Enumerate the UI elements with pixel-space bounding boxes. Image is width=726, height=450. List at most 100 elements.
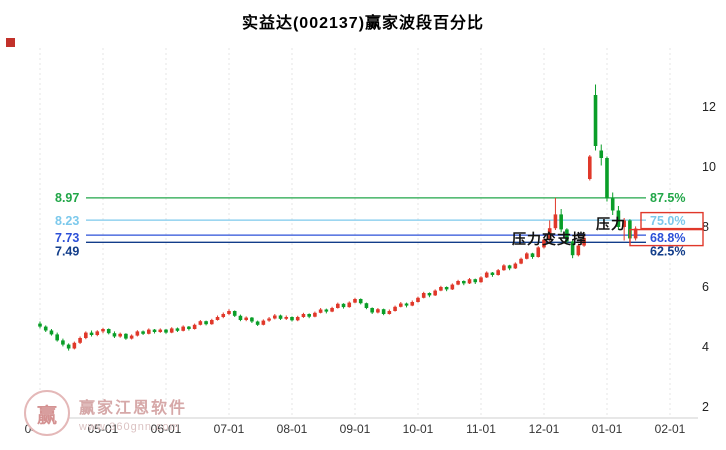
watermark-url: www.360gnn.com bbox=[79, 420, 180, 433]
candle-body bbox=[347, 302, 352, 308]
candle-body bbox=[484, 272, 489, 278]
candle-body bbox=[198, 321, 203, 325]
level-price-label: 8.97 bbox=[55, 191, 79, 205]
candle-body bbox=[330, 308, 334, 312]
candle-body bbox=[364, 303, 369, 308]
x-axis-tick-label: 10-01 bbox=[403, 422, 434, 436]
candle-body bbox=[421, 293, 426, 298]
y-axis-tick-label: 2 bbox=[702, 400, 709, 414]
candle-body bbox=[542, 239, 546, 248]
candle-body bbox=[439, 287, 443, 291]
candle-body bbox=[565, 229, 569, 242]
candle-body bbox=[89, 332, 94, 335]
level-percent-label: 87.5% bbox=[650, 191, 685, 205]
resistance-alert-box bbox=[640, 211, 704, 230]
candle-body bbox=[427, 293, 432, 296]
candle-body bbox=[387, 311, 392, 314]
candle-body bbox=[250, 317, 254, 322]
candle-body bbox=[519, 258, 523, 264]
candle-body bbox=[473, 279, 478, 283]
brand-logo-glyph: 赢 bbox=[37, 404, 57, 427]
candle-body bbox=[204, 321, 208, 325]
candle-body bbox=[404, 303, 409, 306]
candle-body bbox=[66, 344, 71, 349]
x-axis-tick-label: 01-01 bbox=[592, 422, 623, 436]
candle-body bbox=[433, 290, 437, 296]
x-axis-tick-label: 11-01 bbox=[466, 422, 496, 436]
candle-body bbox=[129, 335, 134, 339]
candle-body bbox=[570, 241, 575, 256]
level-price-label: 7.49 bbox=[55, 244, 79, 258]
level-percent-label: 68.8% bbox=[650, 231, 685, 245]
candle-body bbox=[290, 317, 294, 321]
candle-body bbox=[376, 309, 380, 313]
candle-body bbox=[295, 317, 300, 321]
candle-body bbox=[227, 311, 231, 314]
candle-body bbox=[307, 314, 311, 317]
x-axis-tick-label: 12-01 bbox=[529, 422, 560, 436]
candle-body bbox=[141, 331, 145, 334]
candle-body bbox=[450, 284, 455, 290]
y-axis-tick-label: 4 bbox=[702, 340, 709, 354]
candle-body bbox=[106, 329, 111, 334]
x-axis-tick-label: 07-01 bbox=[214, 422, 245, 436]
candle-body bbox=[164, 329, 168, 333]
annotation-pressure-to-support: 压力变支撑 bbox=[512, 231, 587, 247]
x-axis-tick-label: 09-01 bbox=[340, 422, 371, 436]
candle-body bbox=[587, 156, 592, 179]
candle-body bbox=[244, 317, 248, 320]
candle-body bbox=[112, 333, 117, 337]
candle-body bbox=[610, 198, 615, 211]
candle-body bbox=[267, 318, 271, 321]
candle-body bbox=[313, 312, 317, 317]
candle-body bbox=[318, 309, 323, 313]
watermark: 赢 赢家江恩软件 www.360gnn.com bbox=[24, 390, 187, 436]
candle-body bbox=[84, 332, 88, 338]
candle-body bbox=[479, 277, 483, 283]
candle-body bbox=[181, 326, 185, 331]
candle-body bbox=[101, 329, 105, 332]
resistance-alert-box bbox=[629, 228, 704, 247]
candle-body bbox=[399, 303, 403, 307]
candle-body bbox=[393, 306, 397, 311]
candle-body bbox=[55, 334, 59, 341]
candle-body bbox=[524, 253, 529, 259]
candle-body bbox=[215, 317, 220, 320]
candle-body bbox=[536, 247, 541, 257]
candle-body bbox=[507, 265, 512, 269]
level-price-label: 7.73 bbox=[55, 231, 79, 245]
candle-body bbox=[341, 303, 346, 308]
candle-body bbox=[416, 297, 420, 302]
candle-body bbox=[530, 253, 535, 257]
candle-body bbox=[158, 329, 163, 332]
candle-body bbox=[553, 214, 558, 229]
candle-body bbox=[38, 323, 42, 327]
candle-body bbox=[232, 311, 237, 316]
watermark-text: 赢家江恩软件 www.360gnn.com bbox=[79, 394, 187, 433]
candle-body bbox=[353, 299, 357, 303]
candle-body bbox=[78, 338, 82, 343]
x-axis-tick-label: 05-01 bbox=[88, 422, 119, 436]
candle-body bbox=[175, 328, 180, 331]
candle-body bbox=[576, 245, 581, 256]
y-axis-tick-label: 12 bbox=[702, 100, 716, 114]
candle-body bbox=[43, 326, 48, 331]
candle-body bbox=[152, 329, 157, 332]
candle-body bbox=[599, 150, 604, 158]
candle-body bbox=[461, 281, 466, 284]
level-percent-label: 75.0% bbox=[650, 214, 685, 228]
candle-body bbox=[622, 220, 626, 227]
candle-body bbox=[118, 333, 122, 337]
candle-body bbox=[547, 228, 552, 240]
candle-body bbox=[370, 308, 374, 313]
candle-body bbox=[135, 331, 140, 336]
candle-body bbox=[633, 228, 638, 239]
candle-body bbox=[284, 317, 289, 319]
x-axis-tick-label: 02-01 bbox=[655, 422, 686, 436]
y-axis-tick-label: 8 bbox=[702, 220, 709, 234]
candle-body bbox=[238, 315, 243, 320]
corner-marker-icon bbox=[6, 38, 15, 47]
candle-body bbox=[456, 281, 460, 285]
candle-body bbox=[336, 303, 340, 308]
